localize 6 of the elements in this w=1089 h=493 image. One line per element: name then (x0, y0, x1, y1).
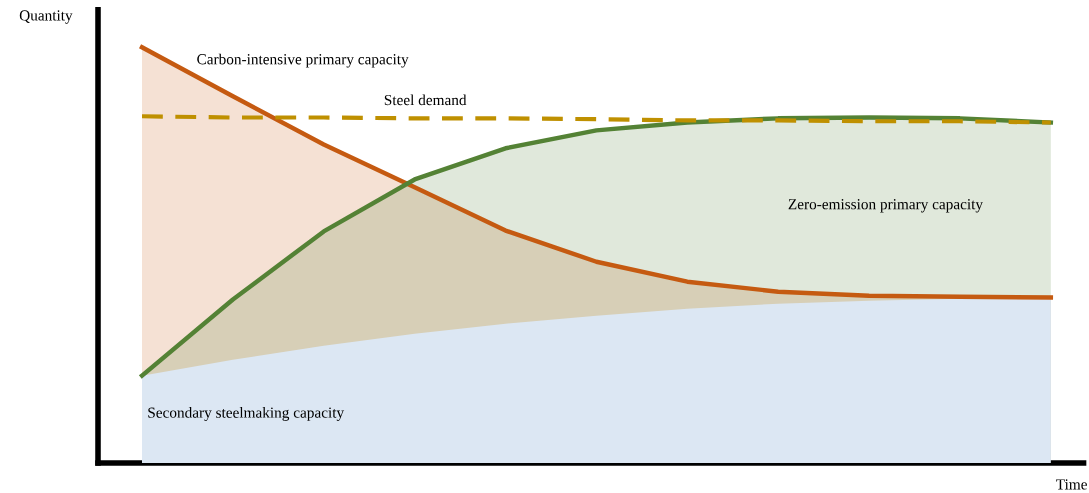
series-label: Zero-emission primary capacity (788, 199, 983, 213)
y-axis-title: Quantity (19, 10, 73, 24)
series-label: Steel demand (384, 94, 467, 106)
series-label: Carbon-intensive primary capacity (197, 53, 409, 68)
series-label: Secondary steelmaking capacity (148, 407, 345, 421)
x-axis-title: Time (1056, 479, 1087, 490)
